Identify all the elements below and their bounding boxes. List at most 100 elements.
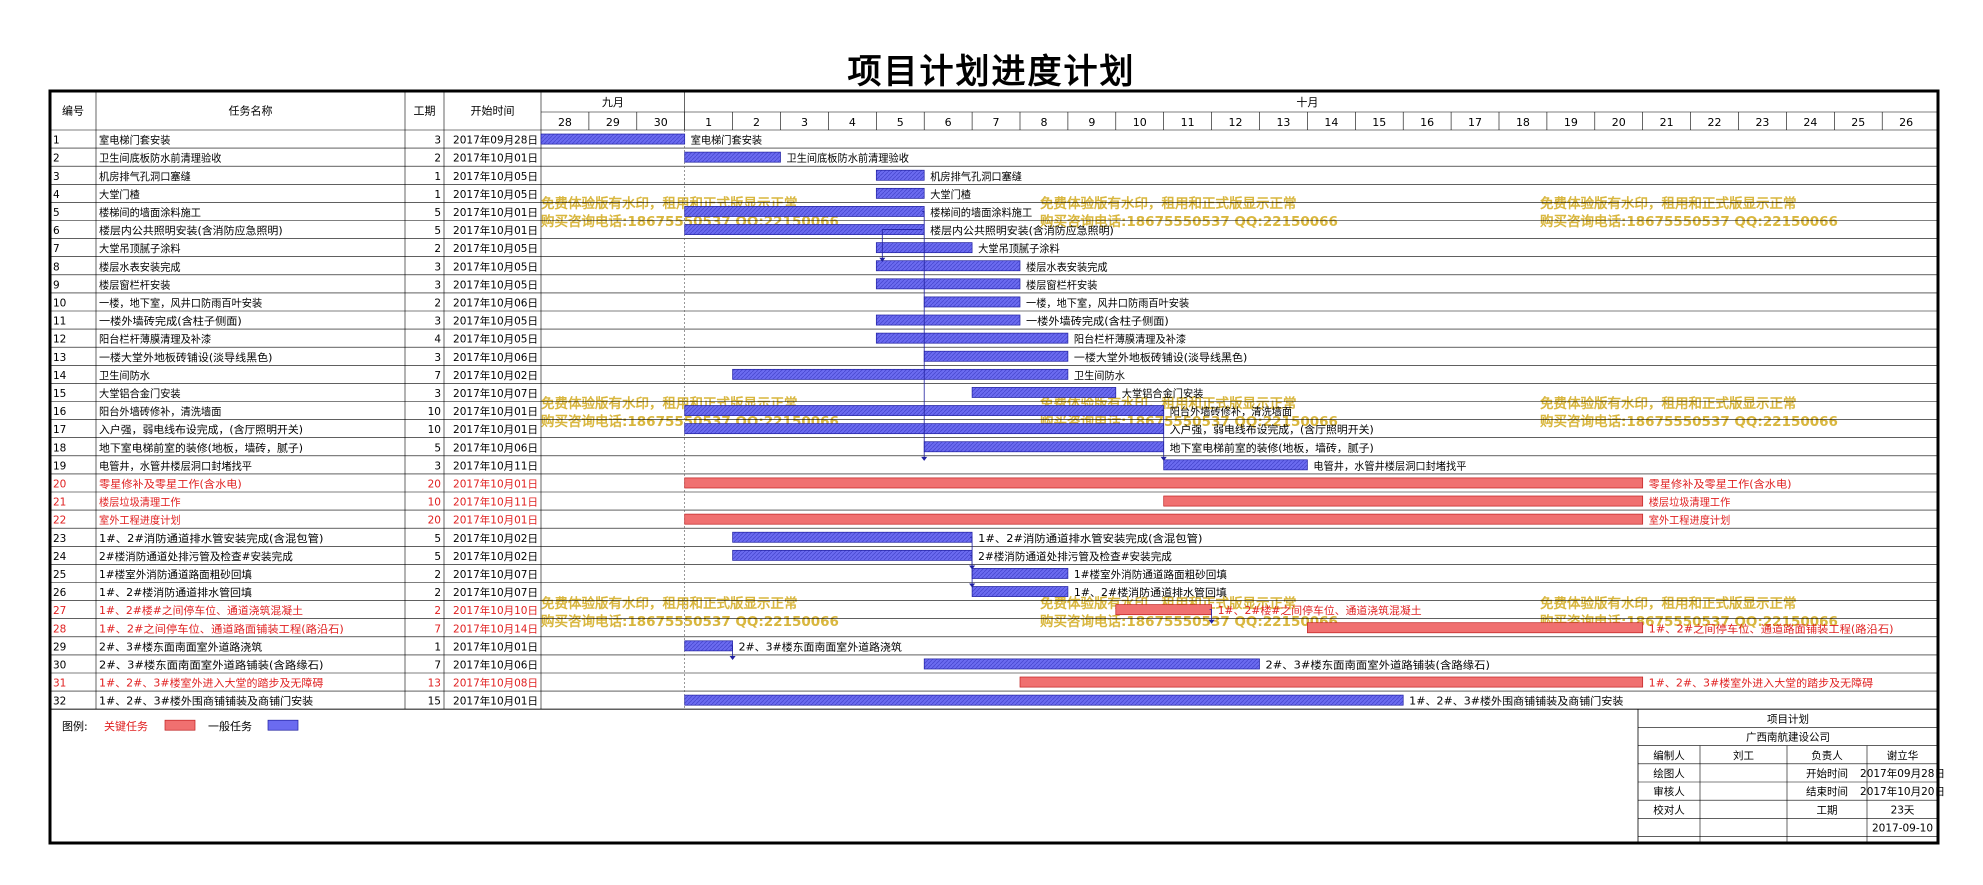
task-start: 2017年10月11日 — [453, 459, 538, 472]
task-name: 楼层垃圾清理工作 — [99, 496, 181, 509]
task-start: 2017年10月01日 — [453, 224, 538, 237]
day-tick-label: 16 — [1420, 116, 1434, 129]
day-tick-label: 15 — [1372, 116, 1386, 129]
task-start: 2017年10月10日 — [453, 604, 538, 617]
day-tick-label: 9 — [1088, 116, 1095, 129]
task-id: 20 — [53, 479, 66, 491]
task-start: 2017年10月01日 — [453, 423, 538, 436]
task-duration: 1 — [434, 189, 441, 201]
header-num: 编号 — [62, 104, 84, 118]
bar-label: 大堂吊顶腻子涂料 — [978, 242, 1060, 255]
task-id: 19 — [53, 460, 66, 472]
dependency-arrow — [730, 645, 733, 659]
task-start: 2017年09月28日 — [453, 134, 538, 147]
gantt-bar — [875, 260, 1021, 272]
day-tick-label: 8 — [1040, 116, 1047, 129]
task-id: 32 — [53, 696, 66, 708]
task-duration: 2 — [434, 153, 441, 165]
task-name: 楼层水表安装完成 — [99, 260, 181, 273]
bar-label: 1#楼室外消防通道路面粗砂回填 — [1074, 568, 1227, 581]
task-id: 28 — [53, 623, 66, 635]
gantt-bar — [875, 278, 1021, 290]
bar-label: 大堂铝合金门安装 — [1122, 387, 1204, 400]
task-start: 2017年10月07日 — [453, 586, 538, 599]
day-tick-label: 20 — [1612, 116, 1626, 129]
task-id: 7 — [53, 243, 60, 255]
bar-label: 1#、2#之间停车位、通道路面铺装工程(路沿石) — [1649, 622, 1894, 635]
task-start: 2017年10月07日 — [453, 568, 538, 581]
task-name: 2#、3#楼东面南面室外道路浇筑 — [99, 640, 263, 653]
bar-label: 2#楼消防通道处排污管及检查#安装完成 — [978, 550, 1172, 563]
task-start: 2017年10月01日 — [453, 695, 538, 708]
task-start: 2017年10月05日 — [453, 242, 538, 255]
day-tick-label: 21 — [1660, 116, 1674, 129]
info-cell: 刘工 — [1733, 750, 1754, 762]
day-tick-label: 23 — [1755, 116, 1769, 129]
task-duration: 3 — [434, 279, 441, 291]
bar-label: 阳台栏杆薄膜清理及补漆 — [1074, 333, 1187, 346]
task-duration: 13 — [428, 678, 441, 690]
task-duration: 7 — [434, 370, 441, 382]
task-duration: 5 — [434, 551, 441, 563]
task-name: 1#、2#、3#楼室外进入大堂的踏步及无障碍 — [99, 677, 324, 690]
task-start: 2017年10月06日 — [453, 351, 538, 364]
legend-normal-swatch — [267, 719, 299, 731]
bar-label: 卫生间底板防水前清理验收 — [787, 152, 910, 165]
task-start: 2017年10月02日 — [453, 369, 538, 382]
task-id: 18 — [53, 442, 66, 454]
task-duration: 2 — [434, 243, 441, 255]
day-tick-label: 28 — [558, 116, 572, 129]
task-name: 2#、3#楼东面南面室外道路铺装(含路缘石) — [99, 659, 323, 672]
day-tick-label: 19 — [1564, 116, 1578, 129]
task-name: 1#楼室外消防通道路面粗砂回填 — [99, 568, 252, 581]
gantt-bar — [732, 531, 973, 543]
task-name: 楼层窗栏杆安装 — [99, 278, 171, 291]
task-name: 卫生间防水 — [99, 369, 150, 382]
dependency-arrow — [1161, 410, 1165, 460]
gantt-bar — [540, 133, 686, 145]
bar-label: 2#、3#楼东面南面室外道路浇筑 — [739, 640, 903, 653]
day-tick-label: 26 — [1899, 116, 1913, 129]
task-id: 29 — [53, 641, 66, 653]
day-tick-label: 11 — [1181, 116, 1195, 129]
watermark-line-2: 购买咨询电话:18675550537 QQ:22150066 — [1540, 213, 1838, 230]
bar-label: 1#、2#楼消防通道排水管回填 — [1074, 586, 1228, 599]
info-cell: 2017年09月28日 — [1860, 767, 1945, 780]
gantt-bar — [1115, 604, 1212, 616]
task-id: 6 — [53, 225, 60, 237]
day-tick-label: 22 — [1708, 116, 1722, 129]
bar-label: 一楼外墙砖完成(含柱子侧面) — [1026, 315, 1169, 328]
task-name: 室电梯门套安装 — [99, 134, 171, 147]
task-duration: 10 — [428, 406, 441, 418]
dependency-arrowhead — [921, 456, 928, 461]
task-duration: 3 — [434, 460, 441, 472]
watermark-line-1: 免费体验版有水印，租用和正式版显示正常 — [1540, 195, 1797, 212]
task-start: 2017年10月01日 — [453, 640, 538, 653]
task-duration: 2 — [434, 569, 441, 581]
bar-label: 电管井，水管井楼层洞口封堵找平 — [1313, 459, 1466, 472]
bar-label: 室外工程进度计划 — [1649, 514, 1731, 527]
task-duration: 3 — [434, 316, 441, 328]
day-tick-label: 14 — [1324, 116, 1338, 129]
task-id: 8 — [53, 261, 60, 273]
bar-label: 一楼，地下室，风井口防雨百叶安装 — [1026, 297, 1190, 310]
task-start: 2017年10月06日 — [453, 659, 538, 672]
task-start: 2017年10月01日 — [453, 152, 538, 165]
bar-label: 楼层水表安装完成 — [1026, 260, 1108, 273]
gantt-bar — [875, 169, 925, 181]
dependency-arrowhead — [729, 655, 736, 660]
info-cell: 谢立华 — [1887, 749, 1919, 762]
task-name: 楼层内公共照明安装(含消防应急照明) — [99, 224, 283, 237]
task-duration: 15 — [428, 696, 441, 708]
gantt-bar — [684, 694, 1404, 706]
day-tick-label: 1 — [705, 116, 712, 129]
task-start: 2017年10月02日 — [453, 550, 538, 563]
task-id: 10 — [53, 298, 66, 310]
info-cell: 绘图人 — [1653, 767, 1685, 780]
info-title: 项目计划 — [1767, 712, 1809, 725]
task-duration: 7 — [434, 660, 441, 672]
gantt-bar — [684, 640, 733, 652]
bar-label: 机房排气孔洞口塞缝 — [930, 170, 1022, 183]
gantt-bar — [684, 206, 925, 217]
